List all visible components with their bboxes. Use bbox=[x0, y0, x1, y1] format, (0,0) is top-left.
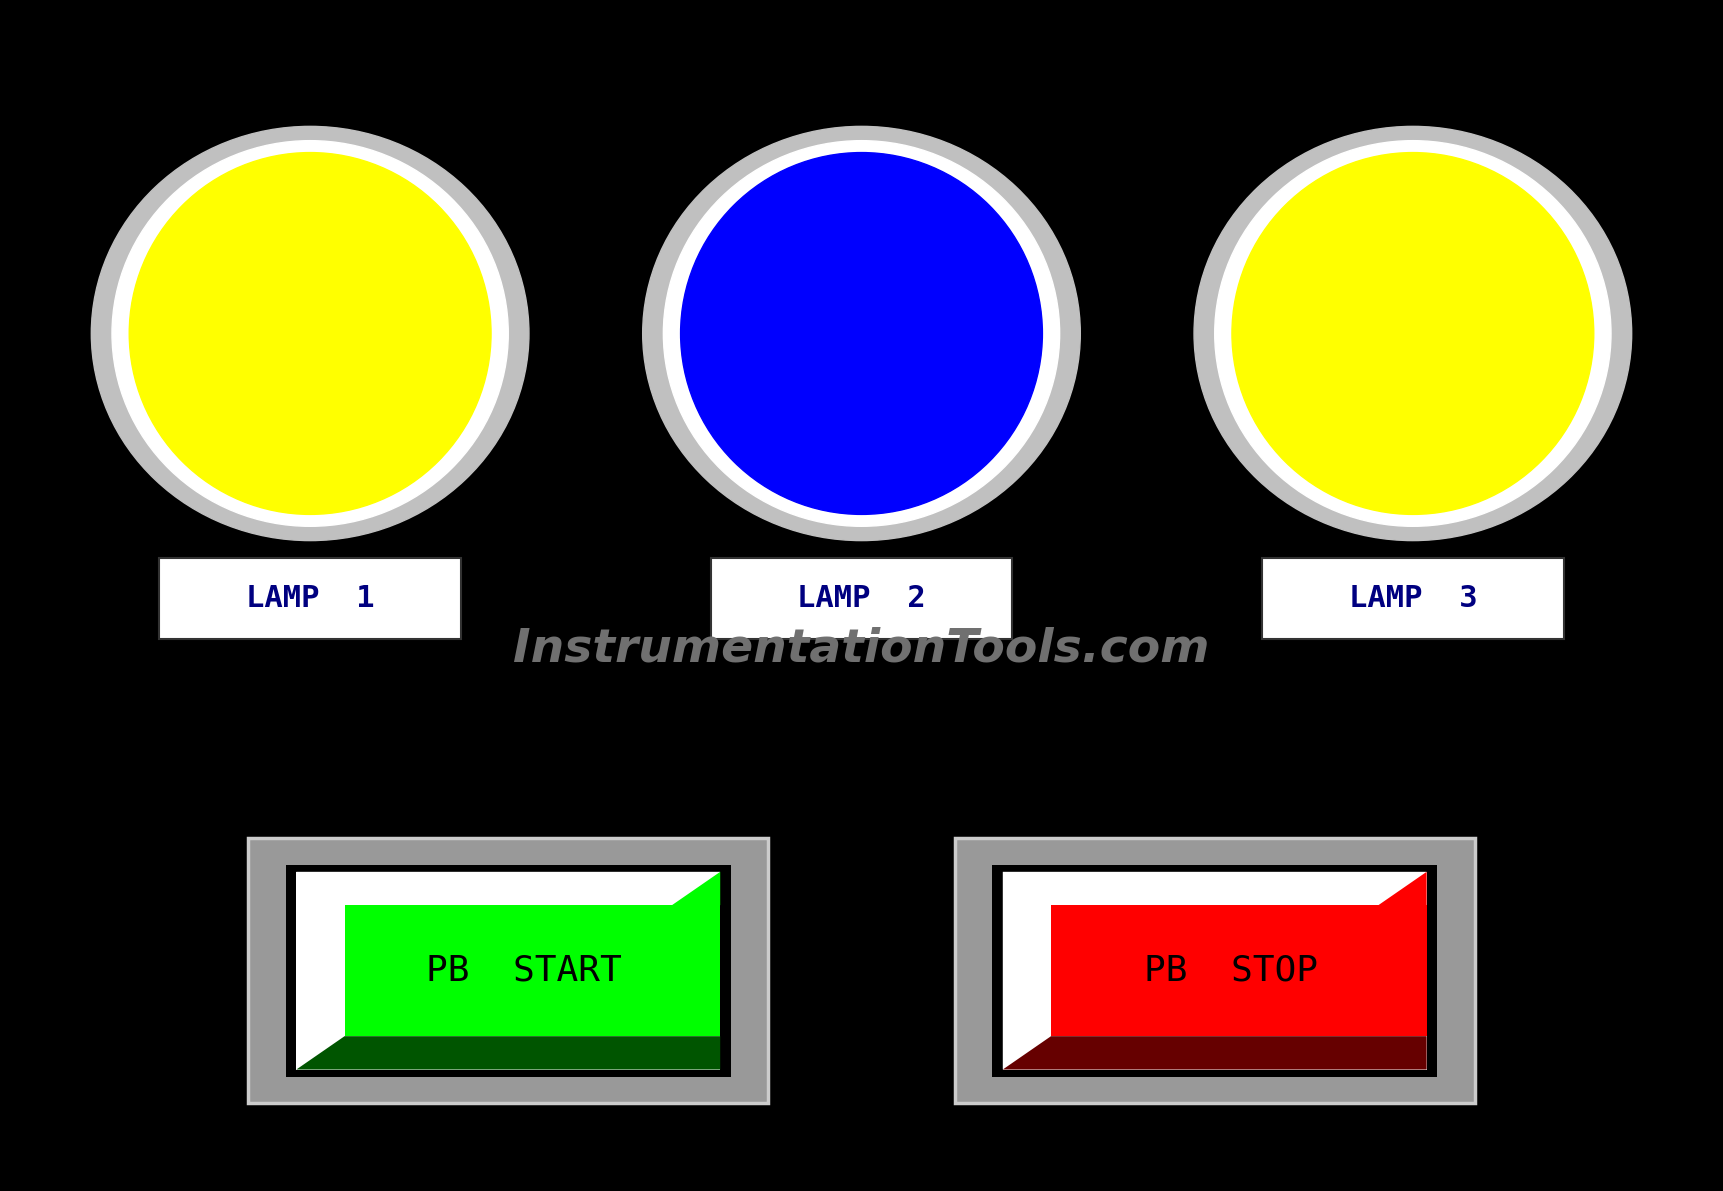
FancyBboxPatch shape bbox=[955, 838, 1475, 1103]
Ellipse shape bbox=[1215, 141, 1611, 526]
Ellipse shape bbox=[663, 141, 1060, 526]
Ellipse shape bbox=[129, 152, 491, 515]
Text: PB  STOP: PB STOP bbox=[1144, 954, 1318, 987]
Ellipse shape bbox=[1194, 126, 1632, 541]
FancyBboxPatch shape bbox=[159, 559, 460, 640]
Text: InstrumentationTools.com: InstrumentationTools.com bbox=[513, 626, 1210, 672]
Text: LAMP  3: LAMP 3 bbox=[1349, 585, 1477, 613]
Ellipse shape bbox=[681, 152, 1042, 515]
FancyBboxPatch shape bbox=[710, 559, 1011, 640]
Polygon shape bbox=[345, 905, 720, 1036]
Ellipse shape bbox=[91, 126, 529, 541]
Text: PB  START: PB START bbox=[427, 954, 622, 987]
Polygon shape bbox=[1051, 905, 1427, 1036]
Polygon shape bbox=[1003, 872, 1051, 1070]
Text: LAMP  2: LAMP 2 bbox=[798, 585, 925, 613]
Polygon shape bbox=[1003, 1036, 1427, 1070]
FancyBboxPatch shape bbox=[248, 838, 768, 1103]
FancyBboxPatch shape bbox=[286, 865, 731, 1077]
Ellipse shape bbox=[643, 126, 1080, 541]
Ellipse shape bbox=[112, 141, 508, 526]
FancyBboxPatch shape bbox=[992, 865, 1437, 1077]
Polygon shape bbox=[296, 872, 720, 905]
FancyBboxPatch shape bbox=[1261, 559, 1564, 640]
Polygon shape bbox=[672, 872, 720, 905]
Polygon shape bbox=[1003, 872, 1427, 905]
Text: LAMP  1: LAMP 1 bbox=[246, 585, 374, 613]
Polygon shape bbox=[296, 1036, 720, 1070]
FancyBboxPatch shape bbox=[1003, 872, 1427, 1070]
Polygon shape bbox=[1378, 872, 1427, 905]
Ellipse shape bbox=[1232, 152, 1594, 515]
Polygon shape bbox=[296, 872, 345, 1070]
FancyBboxPatch shape bbox=[296, 872, 720, 1070]
